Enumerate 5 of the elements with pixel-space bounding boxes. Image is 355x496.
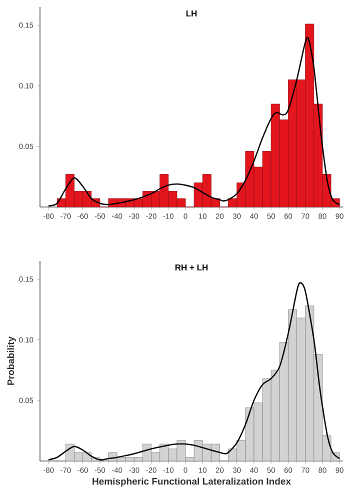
y-axis-title: Probability bbox=[7, 336, 16, 385]
chart-title: LH bbox=[186, 10, 197, 16]
line-series bbox=[48, 282, 340, 460]
x-axis-title: Hemispheric Functional Lateralization Index bbox=[92, 478, 291, 487]
chart-title: RH + LH bbox=[175, 264, 208, 270]
